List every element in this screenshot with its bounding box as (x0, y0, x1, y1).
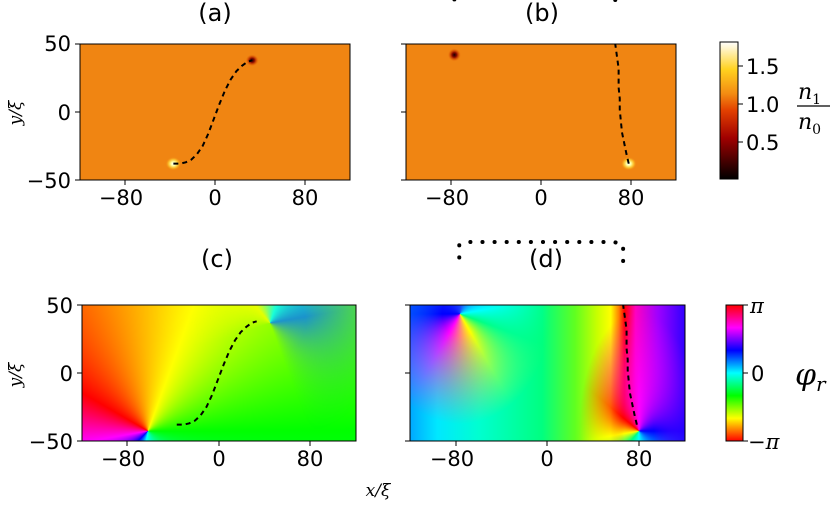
xtick-b-mid: 0 (534, 186, 547, 210)
panel-d-overlay (459, 242, 623, 261)
svg-text:n0: n0 (798, 110, 821, 138)
panel-a: (a) 50 0 −50 −80 0 80 y/ξ (6, 0, 351, 210)
ylabel-c: y/ξ (6, 361, 26, 388)
panel-a-plot (80, 44, 350, 180)
svg-text:n1: n1 (798, 80, 821, 108)
xtick-a-mid: 0 (208, 186, 221, 210)
panel-label-a: (a) (198, 0, 231, 27)
density-colorbar: 1.5 1.0 0.5 n1 n0 (719, 41, 830, 180)
ytick-c-top: 50 (46, 294, 73, 318)
xtick-c-mid: 0 (212, 447, 225, 471)
phase-cbar-tick-0: 0 (751, 362, 764, 386)
xtick-c-right: 80 (297, 447, 324, 471)
dashed-trajectory (615, 44, 629, 164)
phase-field-d-vortex-bottom (410, 305, 685, 441)
phase-colorbar-gradient (725, 304, 744, 442)
dotted-bridge (459, 242, 623, 261)
density-cbar-label: n1 n0 (797, 80, 830, 138)
panel-b-ticks (401, 43, 632, 185)
xlabel: x/ξ (366, 481, 392, 501)
phase-cbar-label: φr (795, 358, 827, 396)
density-cbar-tick-1.0: 1.0 (746, 93, 779, 117)
panel-d: (d) −80 0 80 (405, 242, 686, 471)
phase-colorbar: π 0 −π φr (725, 294, 827, 454)
panel-d-plot (623, 305, 637, 425)
phase-field-c-overlay (82, 305, 356, 441)
panel-a-ticks (75, 43, 306, 185)
dashed-trajectory (177, 321, 257, 424)
ylabel-a: y/ξ (6, 99, 26, 126)
panel-b: (b) −80 0 80 (401, 0, 677, 210)
xtick-b-left: −80 (425, 186, 469, 210)
dashed-trajectory (173, 60, 252, 163)
ytick-a-mid: 0 (58, 101, 71, 125)
dashed-trajectory (623, 305, 637, 425)
panel-label-c: (c) (201, 245, 233, 273)
phase-cbar-tick-neg-pi: −π (748, 430, 781, 454)
density-cbar-tick-1.5: 1.5 (746, 55, 779, 79)
panel-label-b: (b) (525, 0, 559, 27)
ytick-c-mid: 0 (60, 362, 73, 386)
panel-c-ticks (77, 304, 311, 446)
panel-d-ticks (405, 304, 640, 446)
xtick-a-right: 80 (292, 186, 319, 210)
xtick-c-left: −80 (101, 447, 145, 471)
xtick-d-right: 80 (626, 447, 653, 471)
xtick-d-left: −80 (430, 447, 474, 471)
ytick-a-top: 50 (44, 32, 71, 56)
ytick-a-bot: −50 (27, 169, 71, 193)
phase-cbar-tick-pi: π (749, 294, 765, 318)
xtick-d-mid: 0 (540, 447, 553, 471)
panel-b-plot (406, 44, 676, 180)
panel-label-d: (d) (529, 245, 563, 273)
density-background (80, 44, 350, 180)
xtick-a-left: −80 (99, 186, 143, 210)
panel-c-plot (177, 321, 257, 424)
xtick-b-right: 80 (618, 186, 645, 210)
density-cbar-tick-0.5: 0.5 (746, 131, 779, 155)
density-colorbar-gradient (719, 41, 739, 180)
dark-soliton-core (447, 48, 462, 62)
density-background (406, 44, 676, 180)
ytick-c-bot: −50 (29, 430, 73, 454)
panel-c: (c) 50 0 −50 −80 0 80 y/ξ x/ξ (6, 245, 392, 501)
